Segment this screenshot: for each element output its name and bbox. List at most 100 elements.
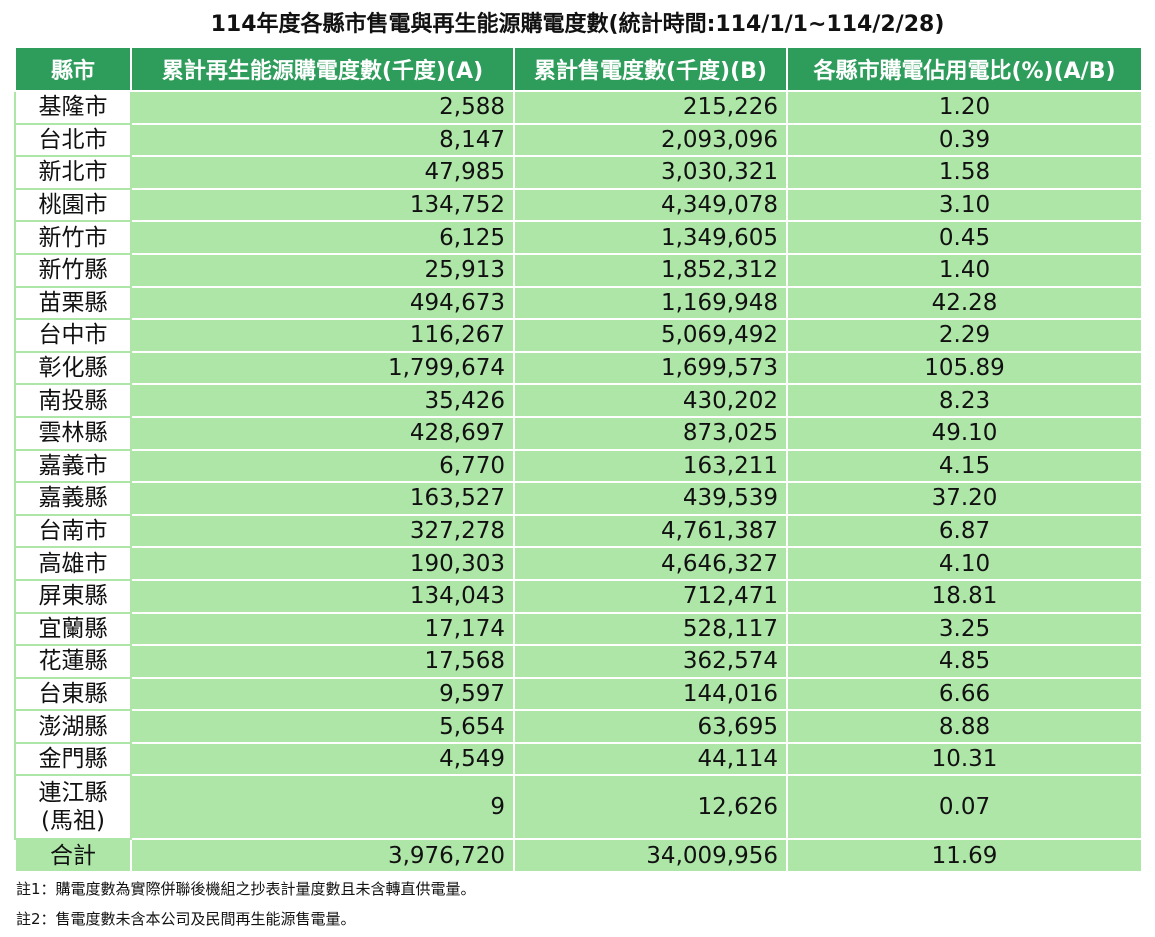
table-row: 台東縣 9,597 144,016 6.66 — [14, 677, 1143, 712]
sales-cell: 712,471 — [513, 579, 788, 614]
county-cell: 新竹縣 — [14, 253, 132, 288]
renewable-purchase-cell: 1,799,674 — [130, 351, 515, 386]
renewable-purchase-cell: 17,568 — [130, 645, 515, 679]
ratio-cell: 0.07 — [786, 775, 1143, 841]
county-cell: 南投縣 — [14, 384, 132, 418]
sales-cell: 1,852,312 — [513, 253, 788, 288]
renewable-purchase-cell: 5,654 — [130, 710, 515, 744]
renewable-purchase-cell: 8,147 — [130, 123, 515, 158]
table-row: 台中市 116,267 5,069,492 2.29 — [14, 319, 1143, 353]
ratio-cell: 4.15 — [786, 449, 1143, 484]
county-cell: 金門縣 — [14, 742, 132, 777]
sales-cell: 44,114 — [513, 742, 788, 777]
county-subname: (馬祖) — [41, 808, 105, 835]
sales-cell: 163,211 — [513, 449, 788, 484]
table-row: 彰化縣 1,799,674 1,699,573 105.89 — [14, 351, 1143, 386]
sales-cell: 3,030,321 — [513, 156, 788, 190]
ratio-cell: 3.10 — [786, 188, 1143, 223]
renewable-purchase-cell: 6,125 — [130, 221, 515, 255]
renewable-purchase-cell: 134,043 — [130, 579, 515, 614]
header-ratio: 各縣市購電佔用電比(%)(A/B) — [786, 46, 1143, 92]
sales-cell: 1,169,948 — [513, 286, 788, 321]
sales-cell: 4,761,387 — [513, 514, 788, 549]
ratio-cell: 0.39 — [786, 123, 1143, 158]
sales-cell: 144,016 — [513, 677, 788, 712]
ratio-cell: 42.28 — [786, 286, 1143, 321]
sales-cell: 528,117 — [513, 612, 788, 647]
total-sales: 34,009,956 — [513, 839, 788, 874]
county-cell: 宜蘭縣 — [14, 612, 132, 647]
header-sales: 累計售電度數(千度)(B) — [513, 46, 788, 92]
renewable-purchase-cell: 9,597 — [130, 677, 515, 712]
county-cell: 桃園市 — [14, 188, 132, 223]
table-row: 新北市 47,985 3,030,321 1.58 — [14, 156, 1143, 190]
table-row: 基隆市 2,588 215,226 1.20 — [14, 91, 1143, 125]
header-county: 縣市 — [14, 46, 132, 92]
table-row: 台南市 327,278 4,761,387 6.87 — [14, 514, 1143, 549]
table-row-total: 合計 3,976,720 34,009,956 11.69 — [14, 838, 1143, 874]
sales-cell: 2,093,096 — [513, 123, 788, 158]
electricity-table: 縣市 累計再生能源購電度數(千度)(A) 累計售電度數(千度)(B) 各縣市購電… — [14, 46, 1143, 874]
renewable-purchase-cell: 134,752 — [130, 188, 515, 223]
ratio-cell: 1.58 — [786, 156, 1143, 190]
renewable-purchase-cell: 190,303 — [130, 547, 515, 581]
sales-cell: 439,539 — [513, 482, 788, 516]
total-ratio: 11.69 — [786, 839, 1143, 874]
footnotes: 註1：購電度數為實際併聯後機組之抄表計量度數且未含轉直供電量。 註2：售電度數未… — [16, 874, 476, 934]
ratio-cell: 105.89 — [786, 351, 1143, 386]
county-cell: 連江縣 (馬祖) — [14, 775, 132, 841]
table-row: 屏東縣 134,043 712,471 18.81 — [14, 579, 1143, 614]
county-cell: 雲林縣 — [14, 416, 132, 451]
ratio-cell: 2.29 — [786, 319, 1143, 353]
sales-cell: 873,025 — [513, 416, 788, 451]
county-cell: 彰化縣 — [14, 351, 132, 386]
table-row: 桃園市 134,752 4,349,078 3.10 — [14, 188, 1143, 223]
sales-cell: 1,699,573 — [513, 351, 788, 386]
ratio-cell: 4.85 — [786, 645, 1143, 679]
renewable-purchase-cell: 25,913 — [130, 253, 515, 288]
renewable-purchase-cell: 17,174 — [130, 612, 515, 647]
table-row: 新竹縣 25,913 1,852,312 1.40 — [14, 253, 1143, 288]
renewable-purchase-cell: 428,697 — [130, 416, 515, 451]
table-body: 基隆市 2,588 215,226 1.20 台北市 8,147 2,093,096 0.39… — [14, 91, 1143, 874]
ratio-cell: 0.45 — [786, 221, 1143, 255]
sales-cell: 4,646,327 — [513, 547, 788, 581]
county-cell: 花蓮縣 — [14, 645, 132, 679]
table-row: 新竹市 6,125 1,349,605 0.45 — [14, 221, 1143, 255]
county-cell: 苗栗縣 — [14, 286, 132, 321]
renewable-purchase-cell: 4,549 — [130, 742, 515, 777]
table-title: 114年度各縣市售電與再生能源購電度數(統計時間:114/1/1~114/2/2… — [210, 12, 945, 37]
ratio-cell: 49.10 — [786, 416, 1143, 451]
ratio-cell: 6.87 — [786, 514, 1143, 549]
renewable-purchase-cell: 6,770 — [130, 449, 515, 484]
ratio-cell: 8.23 — [786, 384, 1143, 418]
table-row-lienchiang: 連江縣 (馬祖) 9 12,626 0.07 — [14, 775, 1143, 841]
county-cell: 台東縣 — [14, 677, 132, 712]
footnote-2: 註2：售電度數未含本公司及民間再生能源售電量。 — [16, 910, 356, 928]
renewable-purchase-cell: 9 — [130, 775, 515, 841]
renewable-purchase-cell: 47,985 — [130, 156, 515, 190]
ratio-cell: 10.31 — [786, 742, 1143, 777]
sales-cell: 362,574 — [513, 645, 788, 679]
ratio-cell: 18.81 — [786, 579, 1143, 614]
county-cell: 嘉義縣 — [14, 482, 132, 516]
renewable-purchase-cell: 327,278 — [130, 514, 515, 549]
table-row: 金門縣 4,549 44,114 10.31 — [14, 742, 1143, 777]
header-row: 縣市 累計再生能源購電度數(千度)(A) 累計售電度數(千度)(B) 各縣市購電… — [14, 46, 1143, 92]
renewable-purchase-cell: 116,267 — [130, 319, 515, 353]
renewable-purchase-cell: 163,527 — [130, 482, 515, 516]
footnote-1: 註1：購電度數為實際併聯後機組之抄表計量度數且未含轉直供電量。 — [16, 880, 476, 898]
table-row: 雲林縣 428,697 873,025 49.10 — [14, 416, 1143, 451]
table-row: 澎湖縣 5,654 63,695 8.88 — [14, 710, 1143, 744]
header-renewable-purchase: 累計再生能源購電度數(千度)(A) — [130, 46, 515, 92]
table-row: 高雄市 190,303 4,646,327 4.10 — [14, 547, 1143, 581]
county-cell: 基隆市 — [14, 91, 132, 125]
county-cell: 嘉義市 — [14, 449, 132, 484]
renewable-purchase-cell: 35,426 — [130, 384, 515, 418]
county-cell: 高雄市 — [14, 547, 132, 581]
ratio-cell: 6.66 — [786, 677, 1143, 712]
county-cell: 澎湖縣 — [14, 710, 132, 744]
county-cell: 台南市 — [14, 514, 132, 549]
sales-cell: 12,626 — [513, 775, 788, 841]
county-cell: 台北市 — [14, 123, 132, 158]
